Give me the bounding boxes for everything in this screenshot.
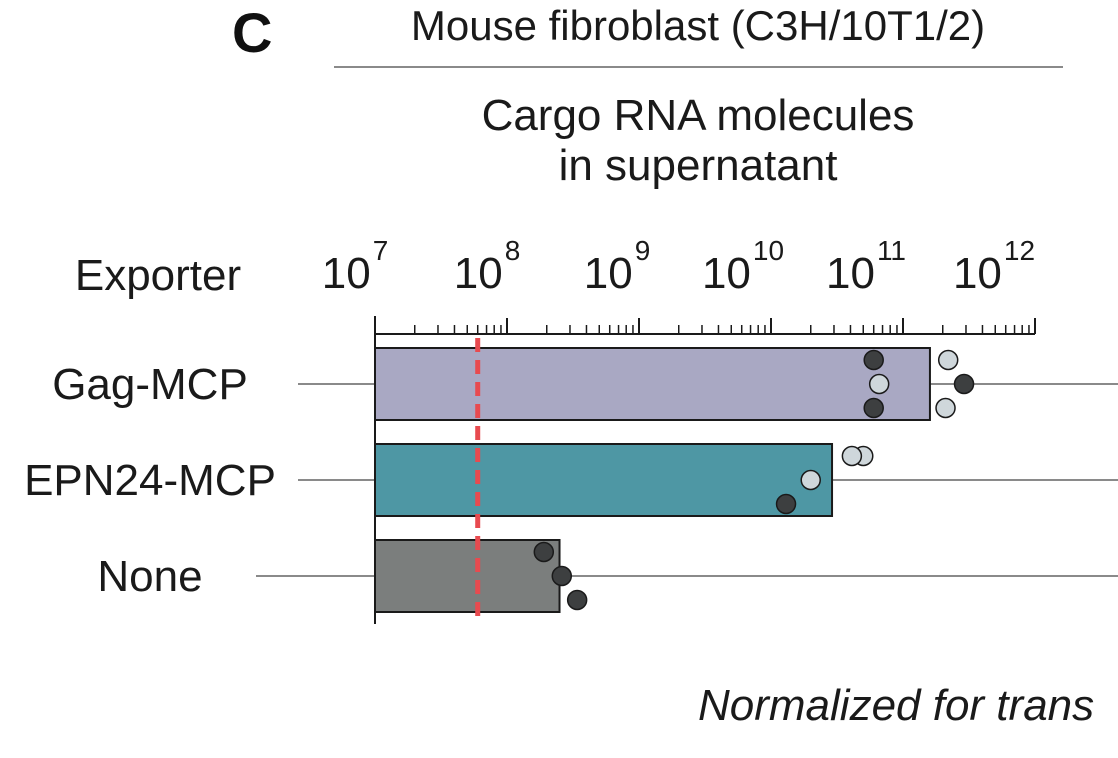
tick-label: 1011 — [826, 235, 906, 298]
replicate-point — [935, 397, 956, 419]
replicate-point — [953, 373, 975, 395]
replicate-point — [841, 445, 863, 467]
category-label: None — [97, 552, 202, 601]
bar — [374, 539, 561, 613]
replicate-point — [800, 469, 821, 491]
x-axis: 107 108 109 1010 1011 1012 — [322, 235, 1036, 624]
footnote: Normalized for trans — [698, 681, 1094, 730]
chart-title-line-2: in supernatant — [559, 141, 838, 190]
category-rows: Gag-MCP EPN24-MCP None — [24, 347, 1118, 613]
tick-label: 1010 — [702, 235, 784, 298]
replicate-point — [868, 373, 890, 395]
tick-label: 107 — [322, 235, 389, 298]
category-label: Gag-MCP — [52, 360, 248, 409]
bar — [374, 443, 834, 517]
replicate-point — [775, 493, 797, 515]
panel-letter: C — [232, 1, 272, 64]
tick-label: 109 — [584, 235, 651, 298]
tick-label: 108 — [454, 235, 521, 298]
tick-label: 1012 — [953, 235, 1035, 298]
replicate-point — [863, 397, 884, 419]
replicate-point — [551, 565, 573, 587]
replicate-point — [533, 541, 555, 563]
replicate-point — [566, 589, 588, 611]
replicate-point — [937, 349, 959, 371]
super-title: Mouse fibroblast (C3H/10T1/2) — [411, 2, 985, 49]
replicate-points — [533, 349, 975, 611]
bar — [374, 347, 931, 421]
chart-title-line-1: Cargo RNA molecules — [482, 91, 915, 140]
category-axis-label: Exporter — [75, 251, 241, 300]
replicate-point — [863, 349, 884, 371]
category-label: EPN24-MCP — [24, 456, 276, 505]
